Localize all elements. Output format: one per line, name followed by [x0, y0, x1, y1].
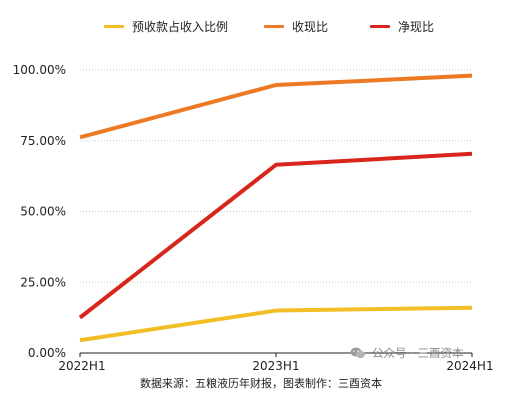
series-lines — [78, 73, 473, 343]
legend-swatch — [264, 25, 284, 28]
series-line-1 — [79, 73, 473, 140]
legend-swatch — [104, 25, 124, 28]
legend-label: 收现比 — [292, 20, 329, 34]
x-tick-label: 2024H1 — [446, 359, 493, 373]
y-tick-label: 50.00% — [20, 205, 66, 219]
legend-label: 净现比 — [398, 20, 435, 34]
x-tick-label: 2023H1 — [252, 359, 299, 373]
x-axis-ticks: 2022H1 2023H1 2024H1 — [58, 353, 494, 373]
legend-swatch — [370, 25, 390, 28]
series-line-2 — [78, 151, 473, 320]
y-axis-ticks: 0.00% 25.00% 50.00% 75.00% 100.00% — [13, 63, 66, 360]
legend-item-cash-revenue-ratio: 收现比 — [264, 18, 328, 35]
legend: 预收款占收入比例 收现比 净现比 — [0, 18, 522, 38]
legend-item-advance-receipts: 预收款占收入比例 — [104, 18, 228, 35]
y-tick-label: 75.00% — [20, 134, 66, 148]
y-tick-label: 25.00% — [20, 275, 66, 289]
legend-label: 预收款占收入比例 — [132, 20, 229, 34]
watermark: 公众号 · 三酉资本 — [350, 345, 463, 361]
series-line-0 — [79, 305, 473, 343]
wechat-icon — [350, 347, 365, 359]
legend-item-net-cash-ratio: 净现比 — [370, 18, 434, 35]
source-note: 数据来源：五粮液历年财报，图表制作：三酉资本 — [140, 377, 382, 390]
y-tick-label: 0.00% — [28, 346, 66, 360]
y-tick-label: 100.00% — [13, 63, 66, 77]
x-tick-label: 2022H1 — [58, 359, 105, 373]
watermark-text: 公众号 · 三酉资本 — [372, 346, 464, 360]
